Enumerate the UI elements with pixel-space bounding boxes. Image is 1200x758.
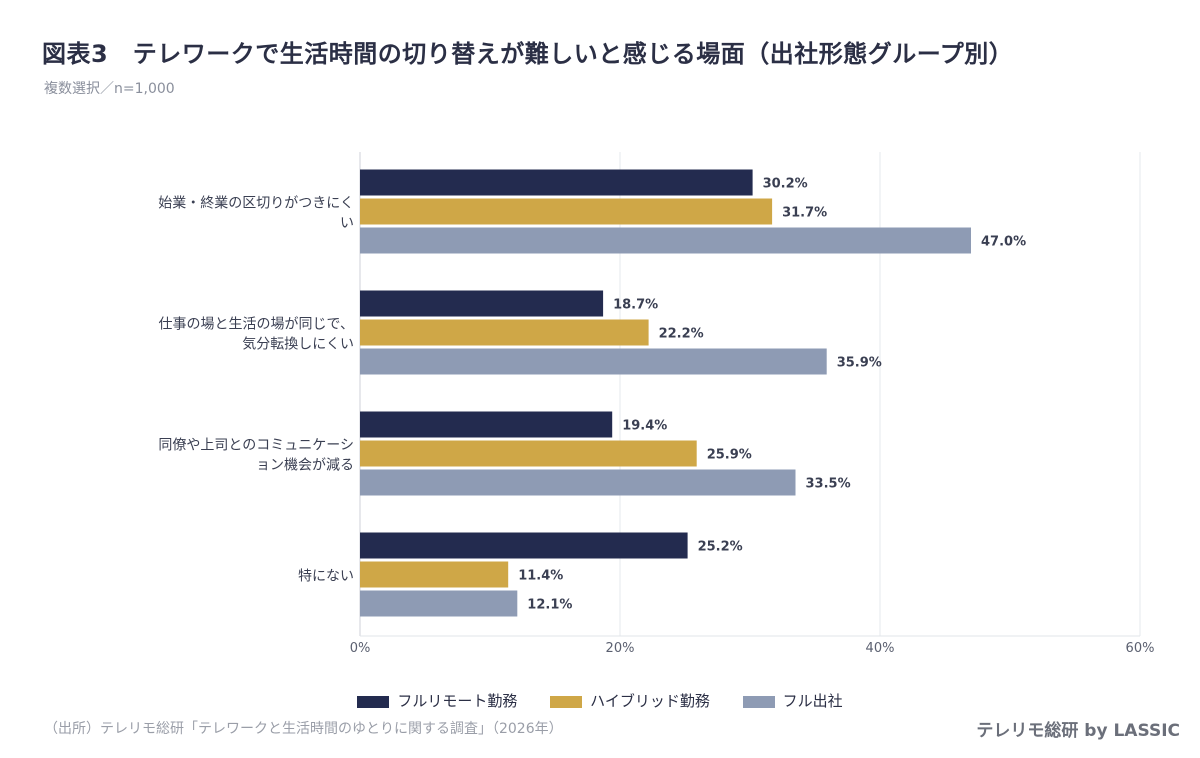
category-label-2-1: ョン機会が減る bbox=[256, 457, 354, 474]
bar-1-2 bbox=[360, 440, 697, 467]
bar-1-1 bbox=[360, 319, 649, 346]
legend-label-full-office: フル出社 bbox=[782, 692, 843, 710]
bar-0-1 bbox=[360, 290, 604, 317]
data-label-0-0: 30.2% bbox=[763, 177, 808, 192]
legend-swatch-hybrid bbox=[550, 695, 583, 708]
data-label-1-3: 11.4% bbox=[518, 569, 563, 584]
data-label-1-1: 22.2% bbox=[659, 327, 704, 342]
brand-logo: テレリモ総研 by LASSIC bbox=[976, 721, 1180, 741]
x-tick-label-60: 60% bbox=[1126, 641, 1155, 656]
data-label-0-3: 25.2% bbox=[698, 540, 743, 555]
bar-0-3 bbox=[360, 532, 688, 559]
bar-2-2 bbox=[360, 469, 796, 496]
data-label-1-2: 25.9% bbox=[707, 448, 752, 463]
category-label-2-0: 同僚や上司とのコミュニケーシ bbox=[158, 438, 354, 454]
x-tick-label-20: 20% bbox=[606, 641, 635, 656]
source-note: （出所）テレリモ総研「テレワークと生活時間のゆとりに関する調査」（2026年） bbox=[44, 721, 563, 737]
category-label-1-1: 気分転換しにくい bbox=[242, 337, 354, 353]
bar-1-3 bbox=[360, 561, 509, 588]
legend-item-full-office: フル出社 bbox=[742, 690, 843, 711]
data-label-2-3: 12.1% bbox=[527, 598, 572, 613]
category-label-0-0: 始業・終業の区切りがつきにく bbox=[158, 196, 354, 212]
category-label-3-0: 特にない bbox=[298, 569, 354, 585]
bar-2-1 bbox=[360, 348, 827, 375]
bar-2-3 bbox=[360, 590, 518, 617]
data-label-0-2: 19.4% bbox=[622, 419, 667, 434]
legend-item-hybrid: ハイブリッド勤務 bbox=[550, 690, 710, 711]
data-label-2-1: 35.9% bbox=[837, 356, 882, 371]
bar-0-2 bbox=[360, 411, 613, 438]
data-label-0-1: 18.7% bbox=[613, 298, 658, 313]
bar-0-0 bbox=[360, 169, 753, 196]
x-tick-label-40: 40% bbox=[866, 641, 895, 656]
x-tick-label-0: 0% bbox=[350, 641, 371, 656]
legend-item-full-remote: フルリモート勤務 bbox=[357, 690, 517, 711]
data-label-2-2: 33.5% bbox=[806, 477, 851, 492]
data-label-2-0: 47.0% bbox=[981, 235, 1026, 250]
legend: フルリモート勤務 ハイブリッド勤務 フル出社 bbox=[0, 690, 1200, 711]
chart-title: 図表3 テレワークで生活時間の切り替えが難しいと感じる場面（出社形態グループ別） bbox=[42, 40, 1014, 68]
data-label-1-0: 31.7% bbox=[782, 206, 827, 221]
chart-subtitle: 複数選択／n=1,000 bbox=[44, 81, 175, 97]
legend-label-full-remote: フルリモート勤務 bbox=[397, 692, 518, 710]
category-label-0-1: い bbox=[340, 216, 354, 232]
bar-2-0 bbox=[360, 227, 971, 254]
category-label-1-0: 仕事の場と生活の場が同じで、 bbox=[159, 317, 354, 333]
legend-label-hybrid: ハイブリッド勤務 bbox=[590, 692, 710, 710]
legend-swatch-full-remote bbox=[357, 695, 390, 708]
bar-1-0 bbox=[360, 198, 773, 225]
legend-swatch-full-office bbox=[742, 695, 775, 708]
